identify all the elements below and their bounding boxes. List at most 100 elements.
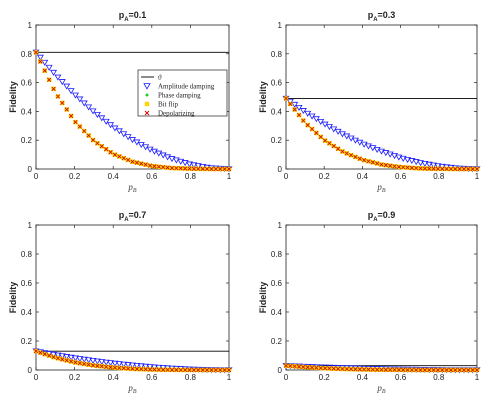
- data-point: [213, 367, 218, 373]
- legend-label: ϑ: [158, 74, 162, 82]
- data-point: [427, 166, 432, 171]
- data-point: [318, 365, 323, 371]
- data-point: [161, 165, 166, 170]
- data-point: [121, 366, 126, 371]
- data-point: [431, 367, 436, 373]
- data-point: [292, 107, 297, 112]
- data-point: [165, 165, 170, 170]
- data-point: [457, 166, 462, 172]
- panel-title: pA=0.3: [368, 10, 396, 23]
- data-point: [409, 165, 414, 170]
- data-point: [45, 64, 53, 71]
- data-point: [55, 94, 61, 99]
- legend-label: Bit flip: [158, 101, 179, 109]
- y-axis-label: Fidelity: [8, 81, 18, 113]
- data-point: [362, 367, 367, 372]
- y-tick-label: 0.2: [21, 136, 33, 145]
- data-point: [104, 147, 109, 152]
- data-point: [73, 360, 78, 365]
- data-point: [67, 354, 75, 361]
- data-point: [422, 166, 427, 171]
- data-point: [396, 367, 401, 372]
- data-point: [292, 364, 297, 369]
- data-point: [139, 161, 144, 166]
- data-point: [95, 363, 100, 368]
- data-point: [50, 69, 58, 76]
- data-point: [370, 160, 375, 165]
- data-point: [379, 162, 384, 167]
- y-tick-label: 0.6: [271, 79, 283, 88]
- data-point: [89, 357, 97, 364]
- series-depolarizing: [283, 96, 480, 172]
- data-point: [322, 138, 328, 143]
- data-point: [38, 59, 43, 64]
- data-point: [218, 367, 223, 373]
- data-point: [453, 367, 458, 373]
- y-tick-label: 1: [28, 21, 33, 30]
- data-point: [344, 366, 349, 372]
- data-point: [169, 165, 175, 171]
- x-tick-label: 0.6: [146, 172, 158, 181]
- data-point: [466, 367, 471, 373]
- data-point: [209, 367, 214, 373]
- data-point: [139, 367, 144, 372]
- data-point: [388, 163, 393, 168]
- data-point: [111, 125, 119, 132]
- data-point: [115, 361, 123, 368]
- data-point: [421, 161, 429, 168]
- data-point: [213, 166, 218, 172]
- data-point: [366, 367, 371, 372]
- y-tick-label: 0: [28, 165, 33, 174]
- data-point: [108, 365, 113, 370]
- x-tick-label: 0.8: [433, 373, 445, 382]
- y-tick-label: 0.4: [271, 308, 283, 317]
- data-point: [147, 163, 153, 168]
- data-point: [305, 365, 310, 370]
- data-point: [69, 113, 74, 119]
- data-point: [60, 100, 65, 106]
- data-point: [86, 362, 91, 367]
- y-tick-label: 0.6: [271, 279, 283, 288]
- y-tick-label: 0.2: [21, 337, 33, 346]
- plot-frame: [35, 224, 230, 371]
- data-point: [156, 367, 161, 372]
- xlabel-main: p: [127, 182, 133, 192]
- data-point: [395, 154, 403, 161]
- x-tick-label: 0.8: [185, 172, 197, 181]
- y-axis-label: Fidelity: [8, 282, 18, 314]
- data-point: [414, 367, 419, 373]
- data-point: [401, 165, 406, 170]
- data-point: [434, 163, 442, 170]
- data-point: [318, 134, 323, 139]
- data-point: [58, 353, 66, 360]
- data-point: [47, 353, 52, 358]
- y-tick-label: 0.6: [21, 279, 33, 288]
- legend-label: Phase damping: [158, 92, 201, 100]
- data-point: [156, 164, 161, 169]
- data-point: [98, 359, 106, 366]
- title-rest: =0.7: [129, 210, 147, 220]
- data-point: [383, 367, 388, 372]
- title-rest: =0.1: [129, 10, 147, 20]
- data-point: [296, 112, 302, 118]
- data-point: [448, 367, 454, 373]
- data-point: [90, 363, 96, 368]
- data-point: [470, 166, 475, 172]
- xlabel-sub: B: [382, 188, 386, 194]
- xlabel-main: p: [376, 182, 382, 192]
- data-point: [93, 111, 101, 118]
- data-point: [108, 150, 113, 155]
- data-point: [383, 163, 388, 168]
- xlabel-sub: B: [133, 389, 137, 395]
- data-point: [150, 364, 158, 371]
- data-point: [95, 141, 100, 146]
- data-point: [36, 54, 44, 61]
- data-point: [331, 366, 336, 371]
- data-point: [327, 141, 332, 146]
- panel-title: pA=0.1: [119, 10, 147, 23]
- data-point: [71, 355, 79, 362]
- data-point: [349, 153, 354, 158]
- data-point: [448, 166, 454, 172]
- x-tick-label: 0.2: [69, 373, 81, 382]
- y-tick-label: 0: [28, 366, 33, 375]
